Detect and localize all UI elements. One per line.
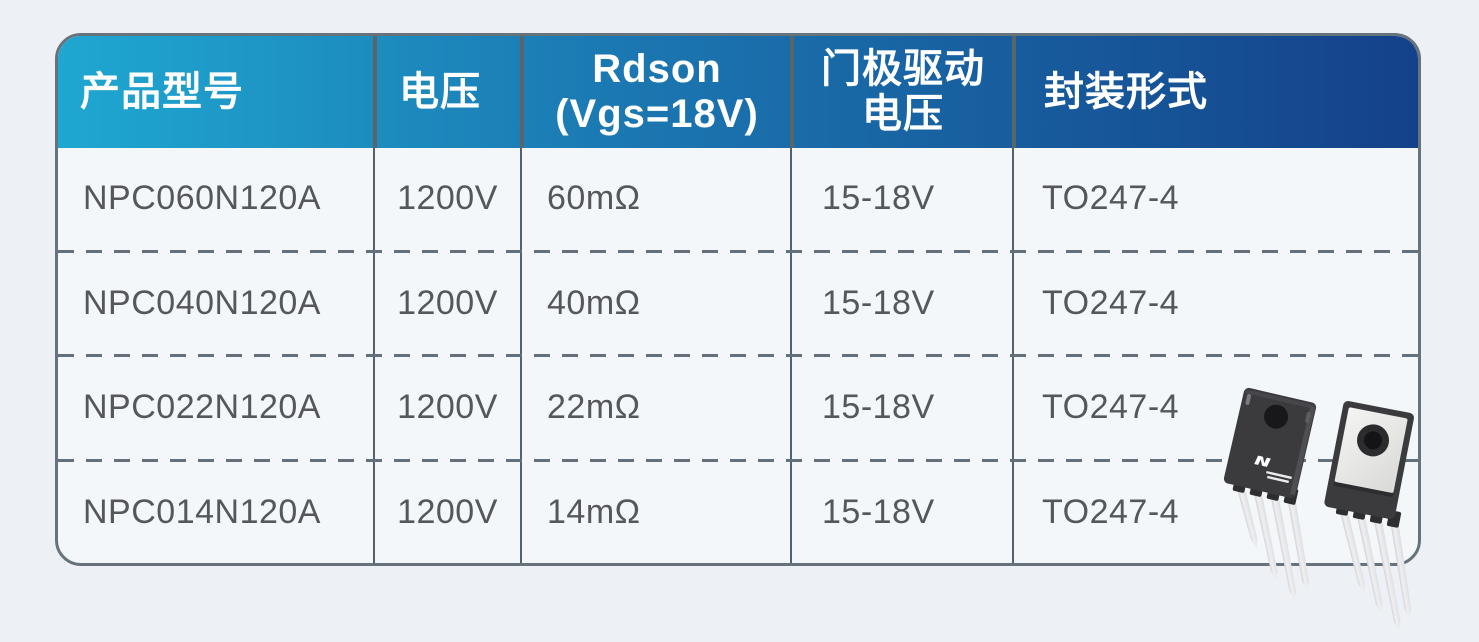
table-body: NPC060N120A 1200V 60mΩ 15-18V TO247-4 NP… xyxy=(58,148,1418,563)
cell-package: TO247-4 xyxy=(1012,252,1418,354)
cell-rdson: 14mΩ xyxy=(520,461,790,563)
header-label: 产品型号 xyxy=(80,69,244,114)
cell-model: NPC022N120A xyxy=(83,388,321,427)
header-sublabel: 电压 xyxy=(862,92,944,136)
row-divider xyxy=(58,458,1418,462)
cell-voltage: 1200V xyxy=(373,357,520,459)
header-cell-product-model: 产品型号 xyxy=(58,36,373,148)
cell-package: TO247-4 xyxy=(1012,461,1418,563)
cell-rdson: 40mΩ xyxy=(520,252,790,354)
table-row: NPC040N120A 1200V 40mΩ 15-18V TO247-4 xyxy=(58,252,1418,354)
header-sublabel: (Vgs=18V) xyxy=(555,92,759,136)
cell-voltage: 1200V xyxy=(373,461,520,563)
package-logo-mark xyxy=(1254,455,1292,484)
cell-gate-drive: 15-18V xyxy=(790,461,1012,563)
cell-gate-drive: 15-18V xyxy=(790,252,1012,354)
row-divider xyxy=(58,354,1418,357)
cell-model: NPC060N120A xyxy=(83,179,321,218)
cell-model: NPC014N120A xyxy=(83,492,321,531)
package-back-view xyxy=(1324,401,1414,632)
cell-gate-drive: 15-18V xyxy=(790,148,1012,250)
row-divider xyxy=(58,249,1418,253)
header-cell-package-type: 封装形式 xyxy=(1012,36,1418,148)
cell-rdson: 60mΩ xyxy=(520,148,790,250)
table-header-row: 产品型号 电压 Rdson (Vgs=18V) 门极驱动 电压 封装形式 xyxy=(58,36,1418,148)
cell-model: NPC040N120A xyxy=(83,283,321,322)
header-label: Rdson xyxy=(592,47,722,91)
product-spec-table: 产品型号 电压 Rdson (Vgs=18V) 门极驱动 电压 封装形式 NPC… xyxy=(55,33,1421,566)
to247-4-package-photo xyxy=(1223,387,1414,632)
cell-package: TO247-4 xyxy=(1012,357,1418,459)
cell-package: TO247-4 xyxy=(1012,148,1418,250)
cell-gate-drive: 15-18V xyxy=(790,357,1012,459)
cell-rdson: 22mΩ xyxy=(520,357,790,459)
header-label: 电压 xyxy=(399,69,481,114)
package-front-view xyxy=(1223,387,1317,602)
header-label: 封装形式 xyxy=(1044,69,1208,114)
cell-voltage: 1200V xyxy=(373,148,520,250)
header-cell-gate-drive-voltage: 门极驱动 电压 xyxy=(790,36,1012,148)
cell-voltage: 1200V xyxy=(373,252,520,354)
header-cell-voltage: 电压 xyxy=(373,36,520,148)
table-row: NPC014N120A 1200V 14mΩ 15-18V TO247-4 xyxy=(58,461,1418,563)
table-row: NPC060N120A 1200V 60mΩ 15-18V TO247-4 xyxy=(58,148,1418,250)
header-cell-rdson: Rdson (Vgs=18V) xyxy=(520,36,790,148)
table-row: NPC022N120A 1200V 22mΩ 15-18V TO247-4 xyxy=(58,357,1418,459)
header-label: 门极驱动 xyxy=(821,47,985,91)
